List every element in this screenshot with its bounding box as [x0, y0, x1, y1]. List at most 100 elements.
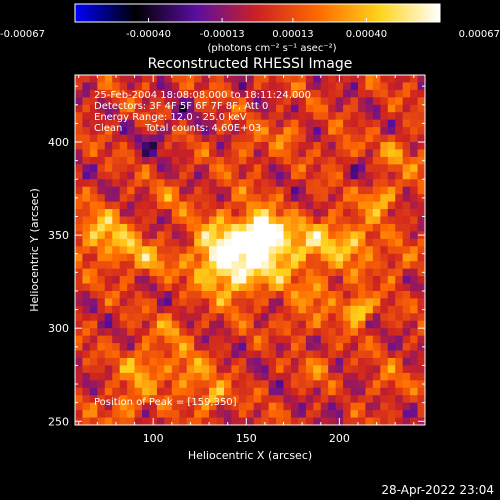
heatmap-cell — [127, 223, 136, 232]
heatmap-cell — [104, 156, 113, 165]
heatmap-cell — [253, 149, 262, 158]
heatmap-cell — [142, 320, 151, 329]
heatmap-cell — [290, 328, 300, 337]
heatmap-cell — [216, 290, 225, 300]
heatmap-cell — [268, 320, 277, 329]
heatmap-cell — [343, 89, 352, 98]
heatmap-cell — [134, 149, 143, 158]
heatmap-cell — [134, 112, 143, 121]
heatmap-cell — [82, 171, 91, 180]
heatmap-cell — [298, 112, 307, 121]
heatmap-cell — [313, 75, 322, 84]
heatmap-cell — [194, 253, 203, 262]
heatmap-cell — [171, 380, 180, 389]
heatmap-cell — [305, 380, 314, 389]
heatmap-cell — [142, 350, 151, 359]
heatmap-cell — [320, 112, 329, 121]
heatmap-cell — [298, 320, 307, 329]
heatmap-cell — [417, 395, 425, 404]
heatmap-cell — [134, 142, 143, 151]
heatmap-cell — [104, 283, 113, 292]
heatmap-cell — [104, 238, 113, 247]
heatmap-cell — [402, 380, 411, 389]
heatmap-cell — [156, 253, 165, 262]
heatmap-cell — [395, 186, 404, 195]
heatmap-cell — [194, 417, 203, 425]
heatmap-cell — [179, 186, 188, 195]
heatmap-cell — [305, 402, 314, 411]
heatmap-cell — [410, 149, 419, 158]
heatmap-cell — [268, 357, 277, 367]
heatmap-cell — [253, 402, 262, 411]
heatmap-cell — [231, 246, 240, 255]
heatmap-cell — [127, 238, 136, 247]
heatmap-cell — [357, 179, 367, 188]
heatmap-cell — [104, 387, 113, 396]
heatmap-cell — [134, 261, 143, 270]
heatmap-cell — [127, 417, 136, 425]
heatmap-cell — [298, 142, 307, 151]
heatmap-cell — [171, 127, 180, 136]
heatmap-cell — [134, 186, 143, 195]
heatmap-cell — [223, 328, 232, 337]
heatmap-cell — [417, 305, 425, 314]
heatmap-cell — [89, 223, 98, 232]
heatmap-cell — [246, 127, 255, 136]
heatmap-cell — [179, 261, 188, 270]
heatmap-cell — [142, 171, 151, 180]
heatmap-cell — [238, 194, 247, 203]
heatmap-cell — [313, 149, 322, 158]
heatmap-cell — [75, 179, 84, 188]
heatmap-cell — [223, 142, 232, 151]
heatmap-cell — [365, 343, 374, 352]
heatmap-cell — [127, 395, 136, 404]
heatmap-cell — [127, 127, 136, 136]
heatmap-cell — [365, 357, 374, 367]
heatmap-cell — [357, 283, 367, 292]
heatmap-cell — [350, 134, 359, 143]
heatmap-cell — [164, 104, 173, 113]
heatmap-cell — [156, 142, 165, 151]
heatmap-cell — [171, 320, 180, 329]
heatmap-cell — [276, 268, 285, 277]
heatmap-cell — [357, 97, 367, 106]
heatmap-cell — [372, 357, 381, 367]
heatmap-cell — [209, 335, 218, 344]
heatmap-cell — [164, 290, 173, 300]
heatmap-cell — [387, 149, 396, 158]
heatmap-cell — [350, 387, 359, 396]
heatmap-cell — [395, 231, 404, 240]
peak-position-label: Position of Peak = [159,350] — [94, 397, 237, 408]
heatmap-cell — [112, 395, 121, 404]
heatmap-cell — [335, 298, 344, 307]
heatmap-cell — [365, 246, 374, 255]
heatmap-cell — [186, 357, 195, 367]
heatmap-cell — [186, 290, 195, 300]
heatmap-cell — [179, 82, 188, 91]
colorbar-ticks: -0.00067 -0.00040 -0.00013 0.00013 0.00040 0.… — [0, 18, 500, 40]
heatmap-cell — [238, 350, 247, 359]
heatmap-cell — [417, 350, 425, 359]
heatmap-cell — [238, 365, 247, 374]
heatmap-cell — [298, 417, 307, 425]
heatmap-cell — [127, 171, 136, 180]
heatmap-cell — [112, 313, 121, 322]
heatmap-cell — [246, 261, 255, 270]
heatmap-cell — [305, 246, 314, 255]
heatmap-cell — [209, 268, 218, 277]
heatmap-cell — [75, 97, 84, 106]
heatmap-cell — [238, 276, 247, 285]
heatmap-cell — [149, 119, 158, 128]
heatmap-cell — [357, 320, 367, 329]
heatmap-cell — [343, 298, 352, 307]
heatmap-cell — [276, 127, 285, 136]
heatmap-cell — [298, 149, 307, 158]
heatmap-cell — [320, 335, 329, 344]
heatmap-cell — [268, 290, 277, 300]
heatmap-cell — [186, 380, 195, 389]
heatmap-cell — [372, 313, 381, 322]
heatmap-cell — [127, 253, 136, 262]
heatmap-cell — [97, 119, 106, 128]
heatmap-cell — [75, 186, 84, 195]
heatmap-cell — [164, 357, 173, 367]
